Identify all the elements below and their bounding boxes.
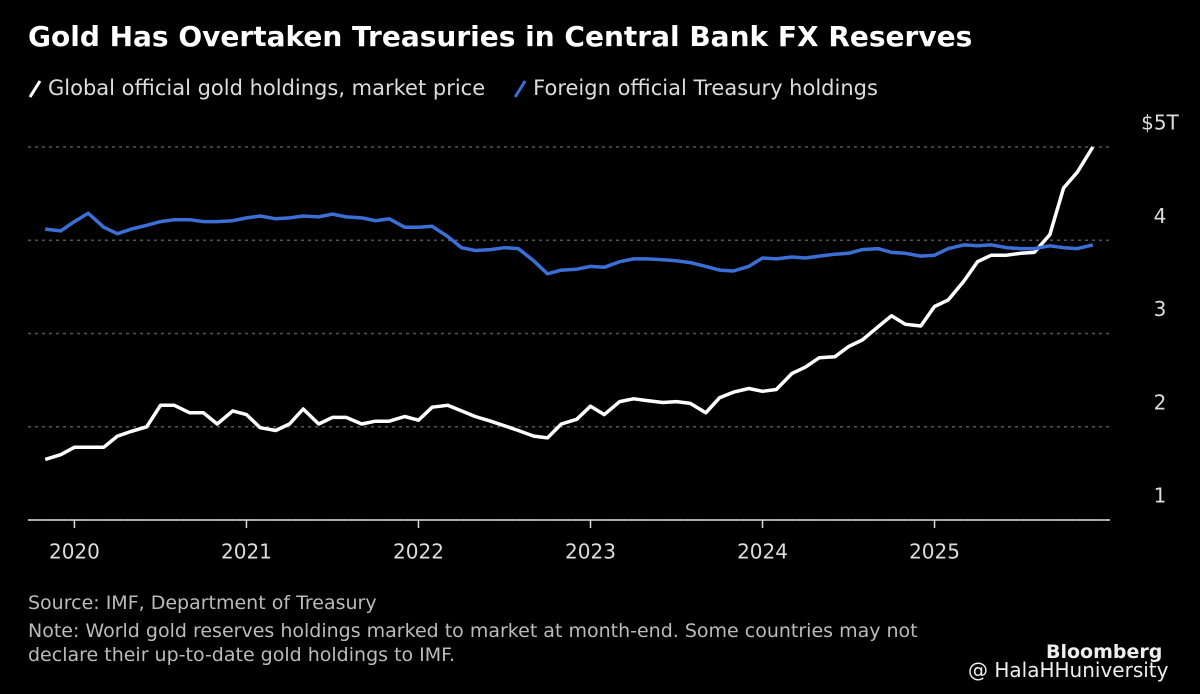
x-tick-label: 2024 <box>737 540 788 564</box>
chart-title: Gold Has Overtaken Treasuries in Central… <box>28 20 972 53</box>
source: Source: IMF, Department of Treasury <box>28 592 377 614</box>
series-line <box>44 211 1094 276</box>
y-tick-label: 1 <box>1154 484 1167 508</box>
legend-label: Global official gold holdings, market pr… <box>48 76 485 100</box>
x-tick-label: 2023 <box>565 540 616 564</box>
y-tick-label: 3 <box>1154 297 1167 321</box>
y-tick-label: 2 <box>1154 390 1167 414</box>
brand: Bloomberg <box>1046 641 1163 663</box>
y-tick-label: 4 <box>1154 204 1167 228</box>
note: Note: World gold reserves holdings marke… <box>28 620 918 666</box>
x-tick-label: 2022 <box>393 540 444 564</box>
x-tick-label: 2020 <box>49 540 100 564</box>
legend-marker <box>513 80 527 98</box>
legend-label: Foreign official Treasury holdings <box>533 76 878 100</box>
x-tick-label: 2021 <box>221 540 272 564</box>
legend-marker <box>28 80 42 98</box>
series-line <box>44 146 1095 462</box>
x-tick-label: 2025 <box>909 540 960 564</box>
watermark: @ HalaHHuniversity <box>968 658 1169 682</box>
y-tick-label: $5T <box>1141 111 1179 135</box>
